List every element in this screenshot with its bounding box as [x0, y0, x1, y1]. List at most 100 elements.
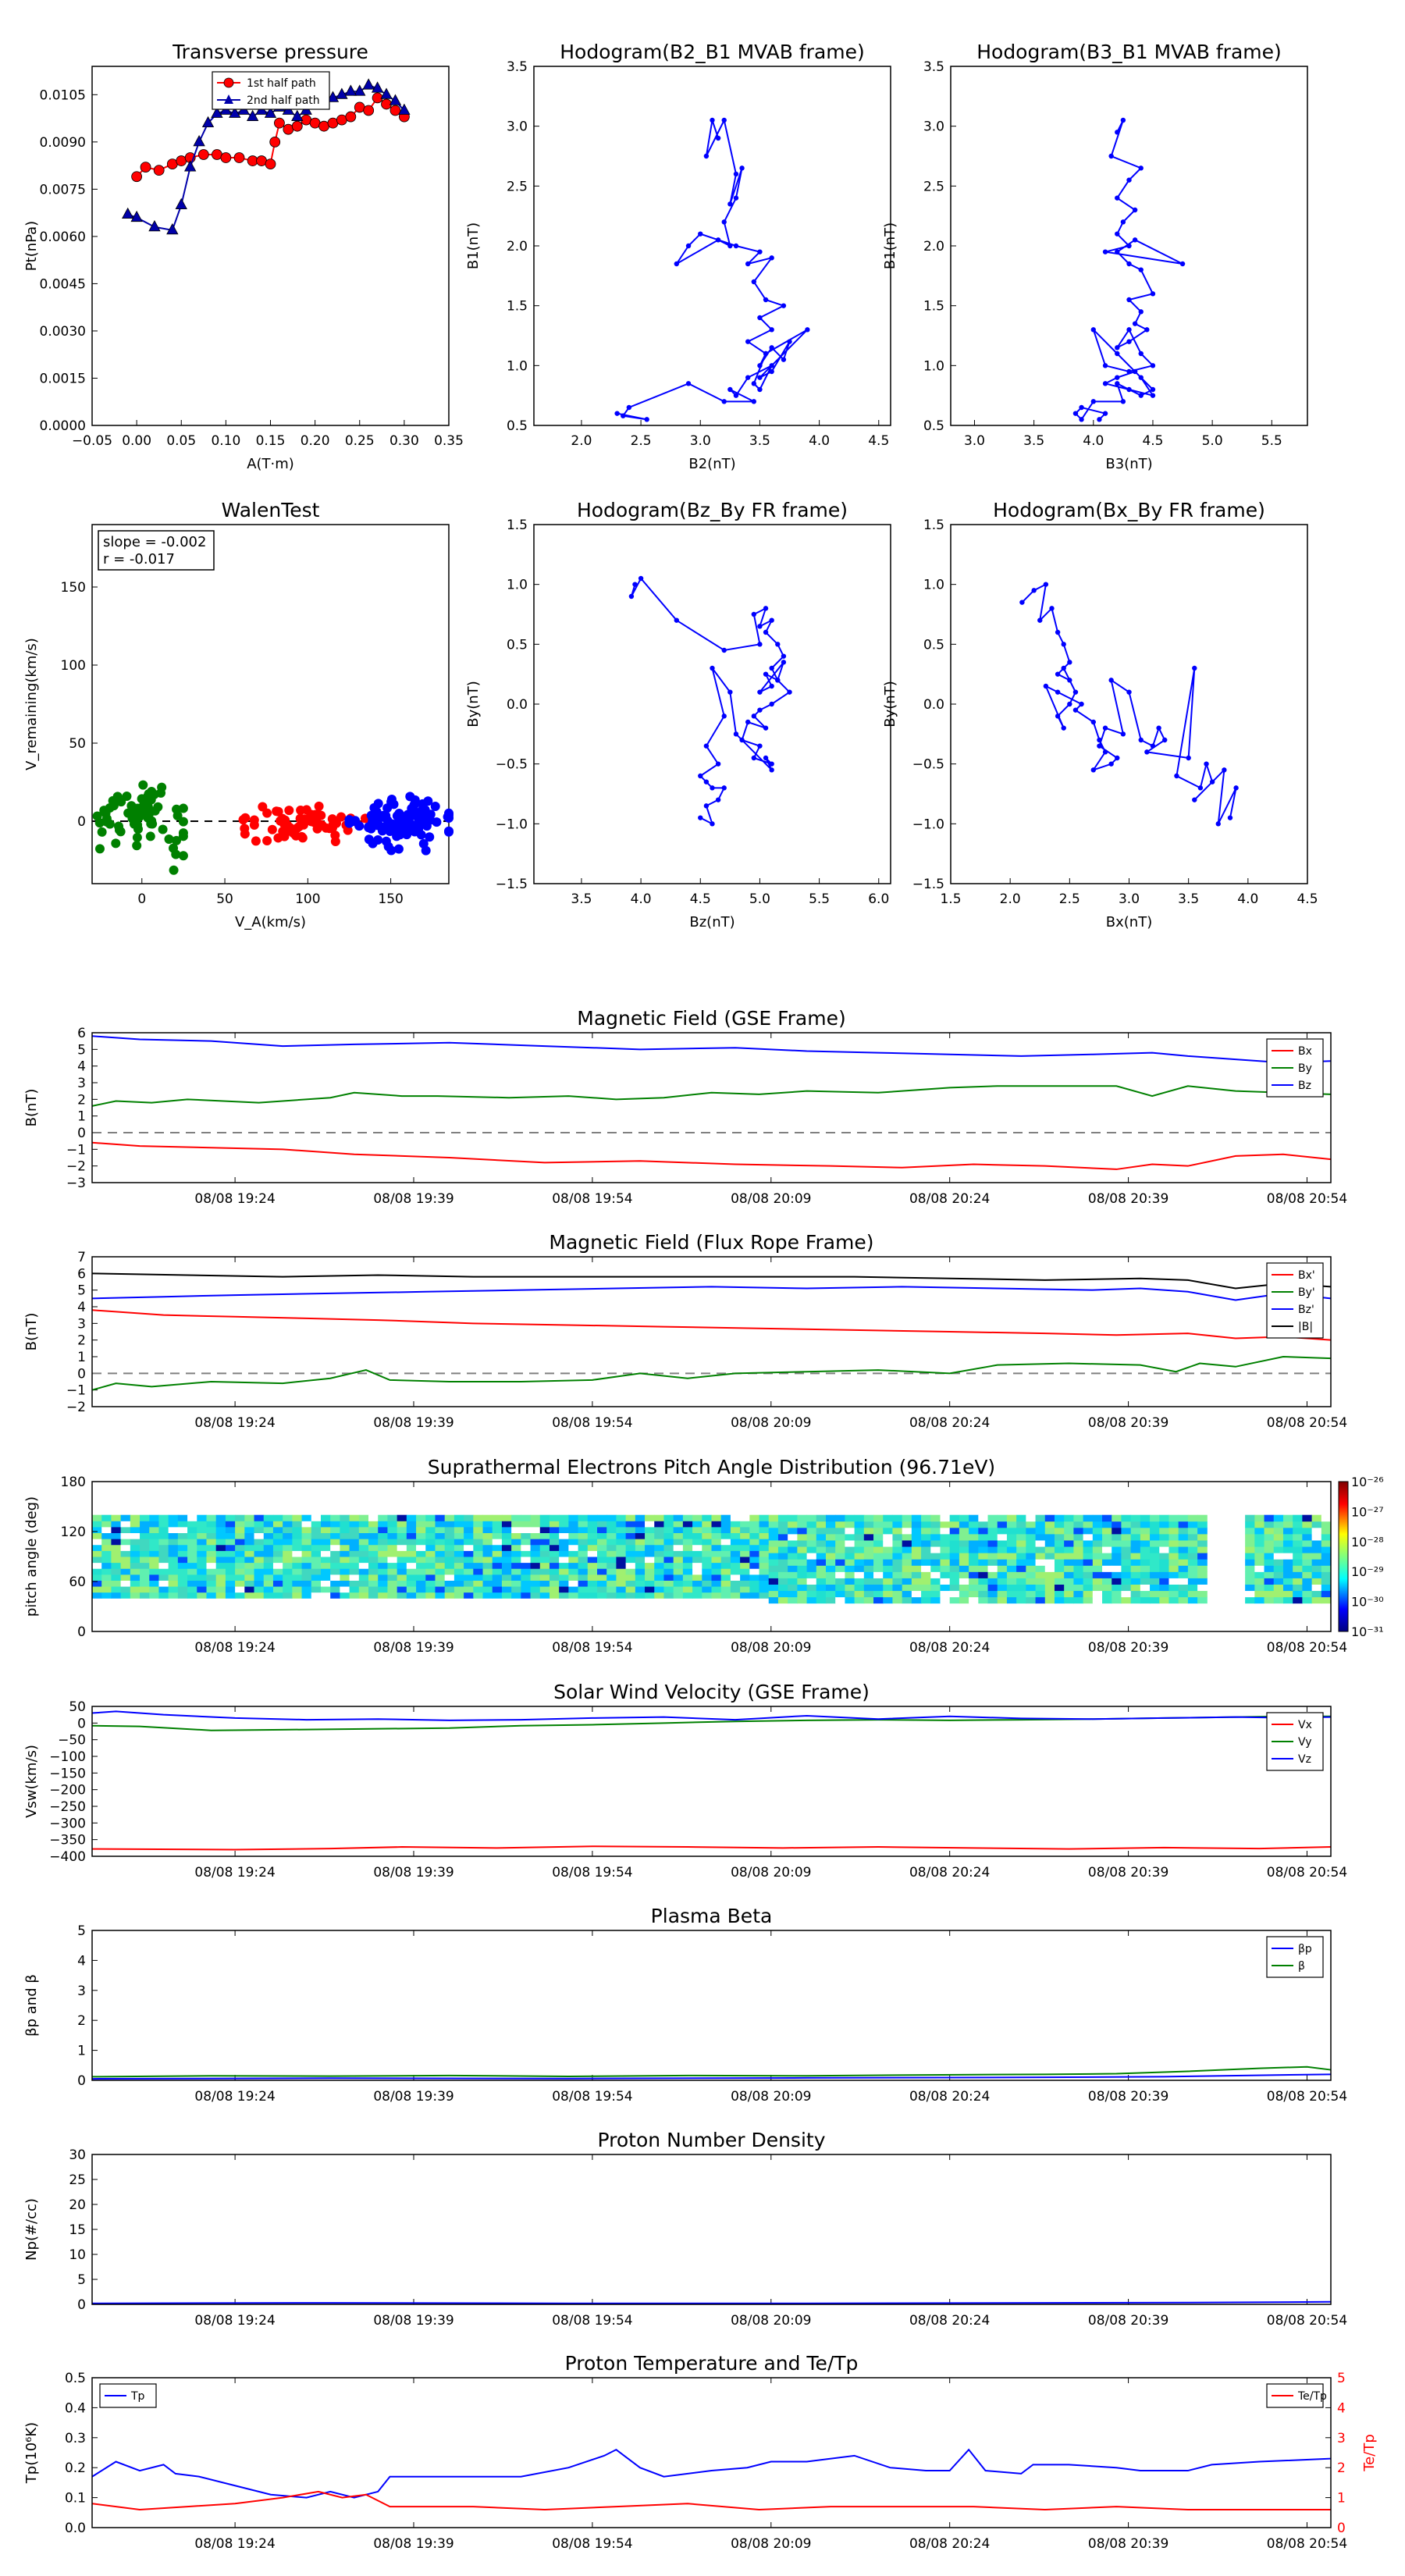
np-ytick-label: 30 — [69, 2147, 86, 2163]
vsw-ytick-label: −50 — [58, 1733, 86, 1749]
pad-heatmap-cell — [378, 1568, 388, 1575]
pad-heatmap-cell — [397, 1514, 407, 1521]
pad-heatmap-cell — [177, 1532, 188, 1539]
tp2-series-Tp — [91, 2448, 1332, 2499]
pad-heatmap-cell — [197, 1521, 207, 1528]
pad-heatmap-cell — [539, 1532, 550, 1539]
h4-point — [1031, 588, 1037, 593]
pad-heatmap-cell — [158, 1544, 169, 1551]
pad-heatmap-cell — [568, 1580, 579, 1587]
pad-heatmap-cell — [464, 1544, 474, 1551]
pad-heatmap-cell — [539, 1580, 550, 1587]
pad-heatmap-cell — [397, 1557, 407, 1564]
pad-heatmap-cell — [768, 1553, 779, 1560]
h4-point — [1138, 737, 1144, 743]
pad-heatmap-cell — [1150, 1539, 1160, 1547]
pad-heatmap-cell — [1121, 1578, 1132, 1585]
pad-heatmap-cell — [911, 1578, 922, 1585]
h2-point — [1126, 297, 1132, 303]
pad-heatmap-cell — [283, 1586, 293, 1593]
pad-heatmap-cell — [1016, 1539, 1026, 1547]
pad-heatmap-cell — [711, 1514, 722, 1521]
pad-heatmap-cell — [482, 1514, 493, 1521]
pad-heatmap-cell — [111, 1586, 122, 1593]
pad-heatmap-cell — [425, 1532, 436, 1539]
walen-point — [284, 806, 294, 816]
pad-heatmap-cell — [149, 1568, 159, 1575]
pad-heatmap-cell — [244, 1550, 255, 1557]
pad-heatmap-cell — [368, 1550, 379, 1557]
pad-heatmap-cell — [425, 1580, 436, 1587]
tp-point — [389, 94, 402, 105]
pad-heatmap-cell — [454, 1568, 464, 1575]
h4-point — [1072, 689, 1079, 695]
pad-heatmap-cell — [358, 1574, 369, 1581]
np-ytick-label: 20 — [69, 2197, 86, 2213]
pad-heatmap-cell — [663, 1550, 674, 1557]
pad-heatmap-cell — [788, 1584, 798, 1592]
pad-heatmap-cell — [311, 1514, 322, 1521]
pad-heatmap-cell — [397, 1532, 407, 1539]
pad-heatmap-cell — [635, 1586, 646, 1593]
h2-ytick-label: 2.5 — [923, 179, 944, 194]
pad-heatmap-cell — [1254, 1539, 1265, 1547]
bfr-series-Bz — [91, 1286, 1332, 1301]
h3-point — [739, 737, 745, 743]
pad-heatmap-cell — [921, 1539, 931, 1547]
pad-heatmap-cell — [816, 1514, 827, 1522]
pad-heatmap-cell — [1293, 1553, 1303, 1560]
pad-heatmap-cell — [263, 1550, 274, 1557]
pad-heatmap-cell — [225, 1557, 236, 1564]
pad-heatmap-cell — [825, 1596, 836, 1604]
pad-heatmap-cell — [1168, 1539, 1179, 1547]
tp2-legend: Te/Tp — [1266, 2383, 1327, 2408]
pad-heatmap-cell — [777, 1521, 788, 1528]
pad-heatmap-cell — [444, 1521, 455, 1528]
pad-heatmap-cell — [1112, 1590, 1122, 1598]
np-title: Proton Number Density — [598, 2129, 826, 2151]
pad-heatmap-cell — [1064, 1546, 1074, 1553]
pad-heatmap-cell — [215, 1539, 226, 1546]
pad-heatmap-cell — [1311, 1539, 1322, 1547]
pad-heatmap-cell — [301, 1550, 312, 1557]
pad-heatmap-cell — [482, 1586, 493, 1593]
pad-heatmap-cell — [1264, 1546, 1275, 1553]
pad-heatmap-cell — [692, 1568, 702, 1575]
pad-heatmap-cell — [330, 1592, 340, 1599]
walen-point — [112, 792, 123, 802]
pad-heatmap-cell — [1293, 1521, 1303, 1528]
pad-heatmap-cell — [378, 1586, 388, 1593]
pad-heatmap-cell — [177, 1544, 188, 1551]
pad-heatmap-cell — [816, 1596, 827, 1604]
pad-heatmap-cell — [292, 1526, 303, 1534]
pad-heatmap-cell — [1273, 1553, 1284, 1560]
bgse-ytick-label: 5 — [77, 1042, 86, 1058]
pad-heatmap-cell — [1273, 1584, 1284, 1592]
pad-heatmap-cell — [759, 1574, 770, 1581]
pad-heatmap-cell — [235, 1526, 245, 1534]
pad-heatmap-cell — [1073, 1533, 1084, 1541]
pad-heatmap-cell — [740, 1544, 750, 1551]
pad-heatmap-cell — [444, 1592, 455, 1599]
pad-heatmap-cell — [1150, 1565, 1160, 1572]
pad-heatmap-cell — [511, 1544, 521, 1551]
h3-point — [787, 689, 792, 695]
pad-heatmap-cell — [645, 1550, 655, 1557]
bfr-ytick-label: 6 — [77, 1266, 86, 1282]
pad-heatmap-cell — [473, 1574, 484, 1581]
pad-heatmap-cell — [635, 1544, 646, 1551]
h3-point — [727, 689, 733, 695]
pad-heatmap-cell — [292, 1574, 303, 1581]
pad-heatmap-cell — [1112, 1578, 1122, 1585]
h3-point — [763, 725, 769, 731]
pad-heatmap-cell — [663, 1568, 674, 1575]
pad-heatmap-cell — [1197, 1533, 1208, 1541]
pad-heatmap-cell — [578, 1592, 589, 1599]
pad-heatmap-cell — [301, 1514, 312, 1521]
pad-heatmap-cell — [215, 1532, 226, 1539]
pad-heatmap-cell — [1273, 1578, 1284, 1585]
h3-point — [703, 743, 710, 749]
h1-xtick-label: 2.5 — [631, 433, 652, 449]
pad-heatmap-cell — [120, 1586, 131, 1593]
pad-heatmap-cell — [92, 1586, 102, 1593]
